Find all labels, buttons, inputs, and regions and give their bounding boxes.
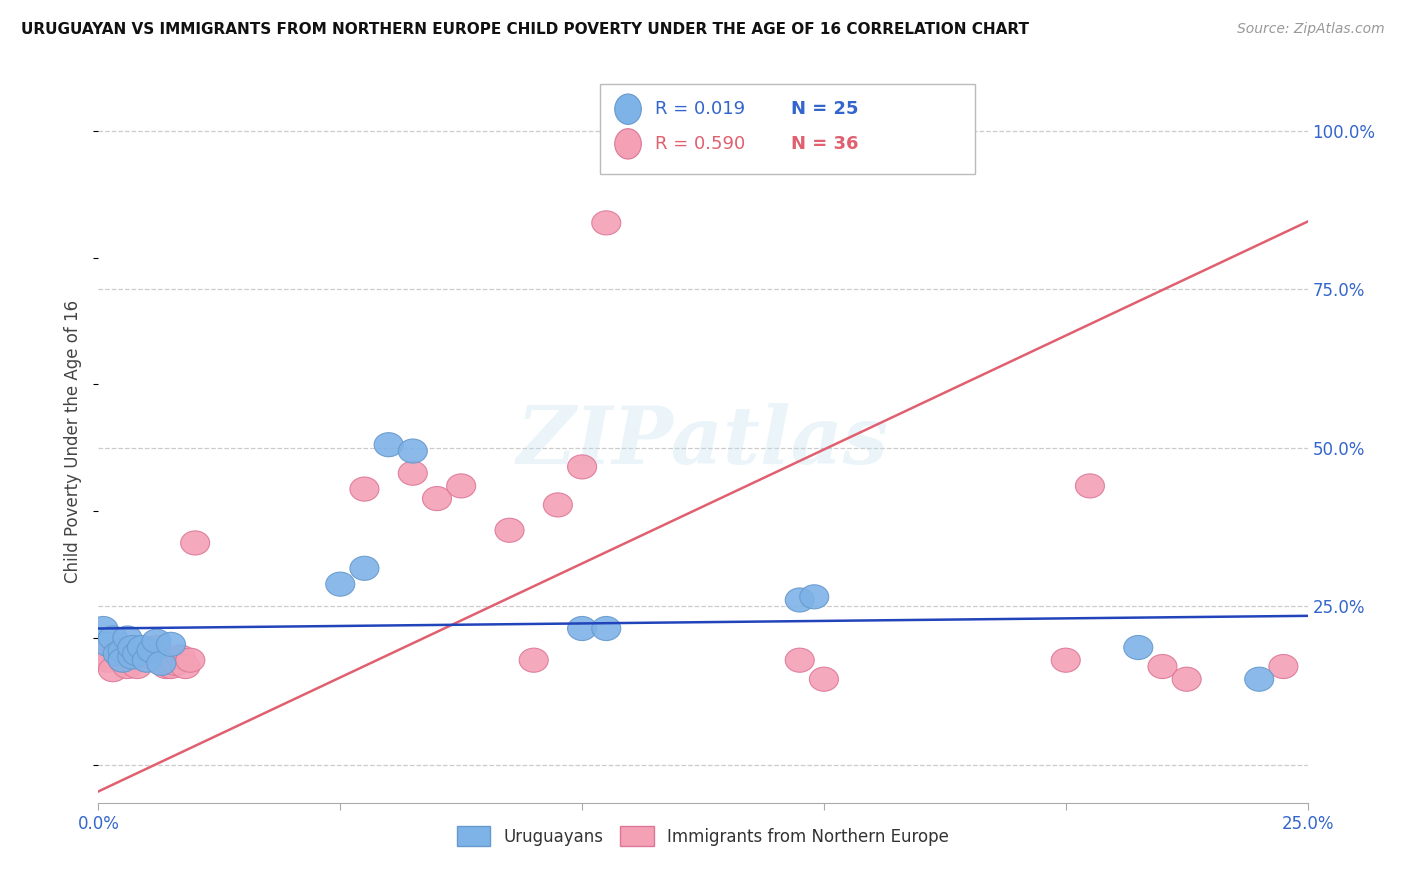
Ellipse shape [785,588,814,612]
Ellipse shape [1244,667,1274,691]
Ellipse shape [146,648,176,673]
Ellipse shape [1268,655,1298,679]
Ellipse shape [108,648,138,673]
Ellipse shape [166,645,195,669]
Text: N = 25: N = 25 [792,100,859,118]
Ellipse shape [800,585,828,609]
Ellipse shape [614,94,641,124]
Ellipse shape [122,655,152,679]
Ellipse shape [94,632,122,657]
Ellipse shape [142,635,172,659]
FancyBboxPatch shape [600,84,976,174]
Ellipse shape [614,128,641,159]
Ellipse shape [592,211,621,235]
Ellipse shape [112,626,142,650]
Ellipse shape [374,433,404,457]
Ellipse shape [152,655,180,679]
Ellipse shape [350,557,380,581]
Ellipse shape [176,648,205,673]
Ellipse shape [1052,648,1080,673]
Ellipse shape [138,639,166,663]
Ellipse shape [568,616,596,640]
Ellipse shape [162,651,190,675]
Ellipse shape [108,648,138,673]
Ellipse shape [785,648,814,673]
Text: ZIPatlas: ZIPatlas [517,403,889,480]
Ellipse shape [398,461,427,485]
Text: R = 0.590: R = 0.590 [655,135,745,153]
Ellipse shape [447,474,475,498]
Text: Source: ZipAtlas.com: Source: ZipAtlas.com [1237,22,1385,37]
Ellipse shape [112,655,142,679]
Ellipse shape [1173,667,1201,691]
Ellipse shape [326,572,354,596]
Ellipse shape [156,655,186,679]
Ellipse shape [108,639,138,663]
Ellipse shape [350,477,380,501]
Ellipse shape [172,655,200,679]
Ellipse shape [98,626,128,650]
Ellipse shape [422,486,451,510]
Ellipse shape [568,455,596,479]
Legend: Uruguayans, Immigrants from Northern Europe: Uruguayans, Immigrants from Northern Eur… [450,820,956,852]
Text: R = 0.019: R = 0.019 [655,100,745,118]
Ellipse shape [128,642,156,666]
Ellipse shape [156,632,186,657]
Ellipse shape [1147,655,1177,679]
Ellipse shape [616,135,645,159]
Ellipse shape [519,648,548,673]
Ellipse shape [592,616,621,640]
Ellipse shape [543,493,572,517]
Ellipse shape [94,648,122,673]
Ellipse shape [180,531,209,555]
Ellipse shape [103,642,132,666]
Ellipse shape [118,639,146,663]
Ellipse shape [142,629,172,653]
Ellipse shape [132,648,162,673]
Text: URUGUAYAN VS IMMIGRANTS FROM NORTHERN EUROPE CHILD POVERTY UNDER THE AGE OF 16 C: URUGUAYAN VS IMMIGRANTS FROM NORTHERN EU… [21,22,1029,37]
Ellipse shape [98,657,128,681]
Ellipse shape [138,645,166,669]
Text: N = 36: N = 36 [792,135,859,153]
Ellipse shape [398,439,427,463]
Ellipse shape [146,651,176,675]
Ellipse shape [1076,474,1105,498]
Ellipse shape [118,645,146,669]
Ellipse shape [122,642,152,666]
Ellipse shape [495,518,524,542]
Ellipse shape [89,616,118,640]
Ellipse shape [1123,635,1153,659]
Ellipse shape [132,642,162,666]
Ellipse shape [89,642,118,666]
Ellipse shape [810,667,838,691]
Y-axis label: Child Poverty Under the Age of 16: Child Poverty Under the Age of 16 [65,300,83,583]
Ellipse shape [118,635,146,659]
Ellipse shape [128,635,156,659]
